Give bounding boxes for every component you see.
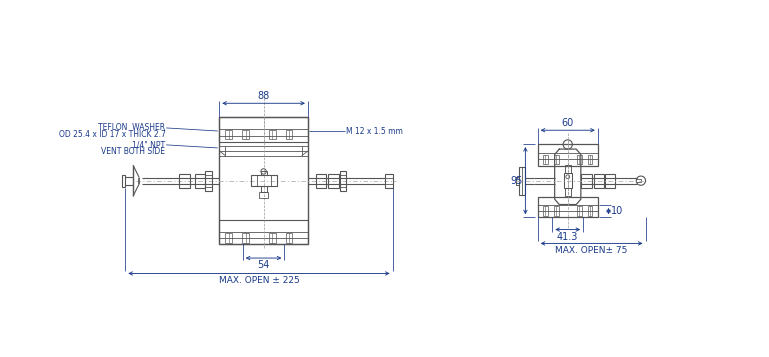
Bar <box>261 171 267 175</box>
Bar <box>581 174 592 187</box>
Bar <box>259 192 268 198</box>
Text: 95: 95 <box>511 176 523 186</box>
Bar <box>269 233 275 243</box>
Bar <box>605 174 614 187</box>
Bar <box>538 144 598 166</box>
Bar <box>564 165 571 173</box>
Bar <box>219 117 308 244</box>
Bar <box>543 155 548 164</box>
Text: MAX. OPEN ± 225: MAX. OPEN ± 225 <box>218 276 299 285</box>
Bar <box>594 174 604 187</box>
Text: 88: 88 <box>258 91 270 101</box>
Text: M 12 x 1.5 mm: M 12 x 1.5 mm <box>346 126 403 136</box>
Bar <box>261 186 267 192</box>
Text: TEFLON  WASHER: TEFLON WASHER <box>98 124 165 132</box>
Bar <box>564 173 571 188</box>
Bar <box>286 130 292 140</box>
Bar <box>225 233 231 243</box>
Bar <box>516 177 519 185</box>
Bar <box>588 206 592 216</box>
Bar <box>543 206 548 216</box>
Text: 54: 54 <box>258 260 270 270</box>
Text: 60: 60 <box>561 118 574 128</box>
Bar <box>122 175 125 187</box>
Bar <box>219 220 308 244</box>
Bar <box>635 179 641 182</box>
Bar <box>225 130 231 140</box>
Bar <box>205 171 211 191</box>
Text: 1/4" NPT: 1/4" NPT <box>132 140 165 149</box>
Bar <box>195 174 205 187</box>
Bar <box>242 233 248 243</box>
Bar <box>538 197 598 217</box>
Bar <box>554 155 558 164</box>
Text: 41.3: 41.3 <box>557 232 578 242</box>
Bar <box>577 206 581 216</box>
Bar <box>242 130 248 140</box>
Bar <box>219 117 308 142</box>
Bar <box>328 174 338 187</box>
Bar <box>519 167 525 195</box>
Text: MAX. OPEN± 75: MAX. OPEN± 75 <box>555 246 628 255</box>
Bar <box>269 130 275 140</box>
Bar <box>340 171 346 191</box>
Text: OD 25.4 x ID 17 x THICK 2.7: OD 25.4 x ID 17 x THICK 2.7 <box>58 130 165 139</box>
Bar <box>554 206 558 216</box>
Text: 10: 10 <box>611 206 623 216</box>
Bar <box>564 188 571 196</box>
Bar <box>577 155 581 164</box>
Bar <box>179 174 190 187</box>
Bar <box>251 175 277 186</box>
Bar <box>588 155 592 164</box>
Bar <box>286 233 292 243</box>
Text: VENT BOTH SIDE: VENT BOTH SIDE <box>102 146 165 156</box>
Bar <box>315 174 326 187</box>
Bar <box>384 174 392 187</box>
